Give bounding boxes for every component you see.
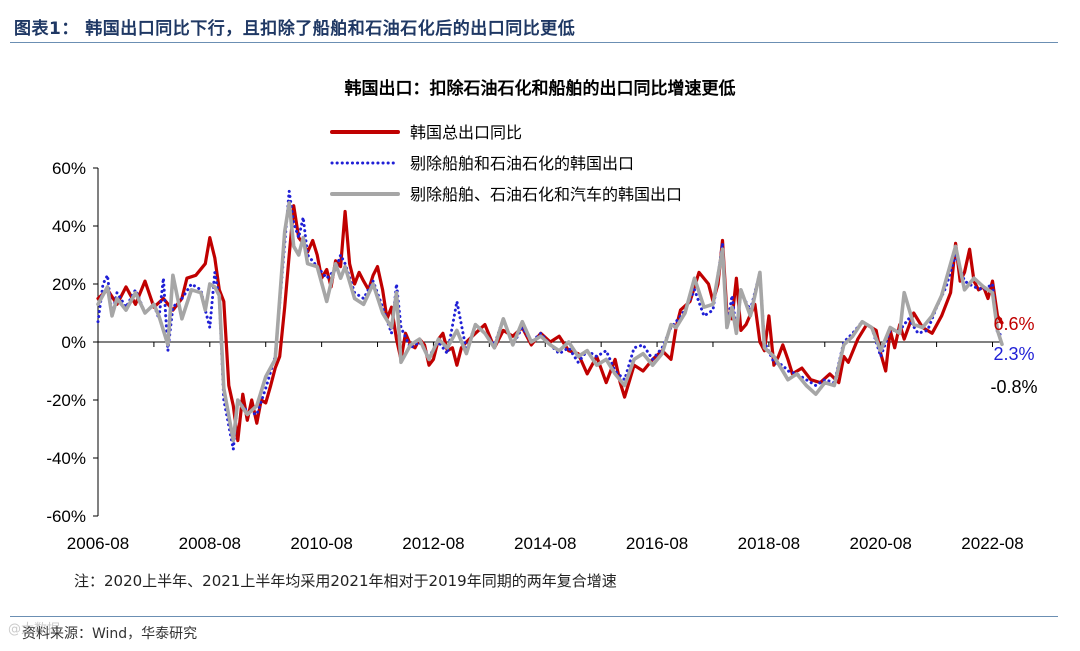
figure-title: 图表1： 韩国出口同比下行，且扣除了船舶和石油石化后的出口同比更低 <box>14 19 576 39</box>
chart-note: 注：2020上半年、2021上半年均采用2021年相对于2019年同期的两年复合… <box>74 572 617 590</box>
x-tick-label: 2006-08 <box>67 534 129 553</box>
y-tick-label: -60% <box>46 507 86 526</box>
legend-label-1: 韩国总出口同比 <box>410 123 522 142</box>
top-divider <box>10 42 1058 43</box>
y-tick-label: 20% <box>52 275 86 294</box>
x-tick-label: 2018-08 <box>738 534 800 553</box>
legend-label-3: 剔除船舶、石油石化和汽车的韩国出口 <box>410 185 682 204</box>
watermark: @大数据 <box>8 622 61 637</box>
x-tick-label: 2016-08 <box>626 534 688 553</box>
x-tick-label: 2020-08 <box>849 534 911 553</box>
end-label-1: 6.6% <box>993 314 1034 334</box>
series-line-3 <box>96 201 1004 443</box>
y-tick-label: -40% <box>46 449 86 468</box>
x-tick-label: 2022-08 <box>961 534 1023 553</box>
x-tick-label: 2012-08 <box>402 534 464 553</box>
y-tick-label: -20% <box>46 391 86 410</box>
legend-label-2: 剔除船舶和石油石化的韩国出口 <box>410 154 634 173</box>
x-tick-label: 2010-08 <box>290 534 352 553</box>
source-note: 资料来源：Wind，华泰研究 <box>22 626 198 642</box>
end-labels: 6.6% 2.3% -0.8% <box>990 314 1037 397</box>
chart-title: 韩国出口：扣除石油石化和船舶的出口同比增速更低 <box>345 78 736 99</box>
x-tick-label: 2014-08 <box>514 534 576 553</box>
end-label-2: 2.3% <box>993 344 1034 364</box>
y-tick-label: 40% <box>52 217 86 236</box>
x-tick-label: 2008-08 <box>179 534 241 553</box>
bottom-divider <box>10 616 1058 617</box>
end-label-3: -0.8% <box>990 377 1037 397</box>
axes: 60% 40% 20% 0% -20% -40% -60% 2006-08 2008-08 201… <box>46 159 1023 553</box>
y-tick-label: 0% <box>61 333 86 352</box>
y-tick-label: 60% <box>52 159 86 178</box>
series-lines <box>96 189 1004 451</box>
